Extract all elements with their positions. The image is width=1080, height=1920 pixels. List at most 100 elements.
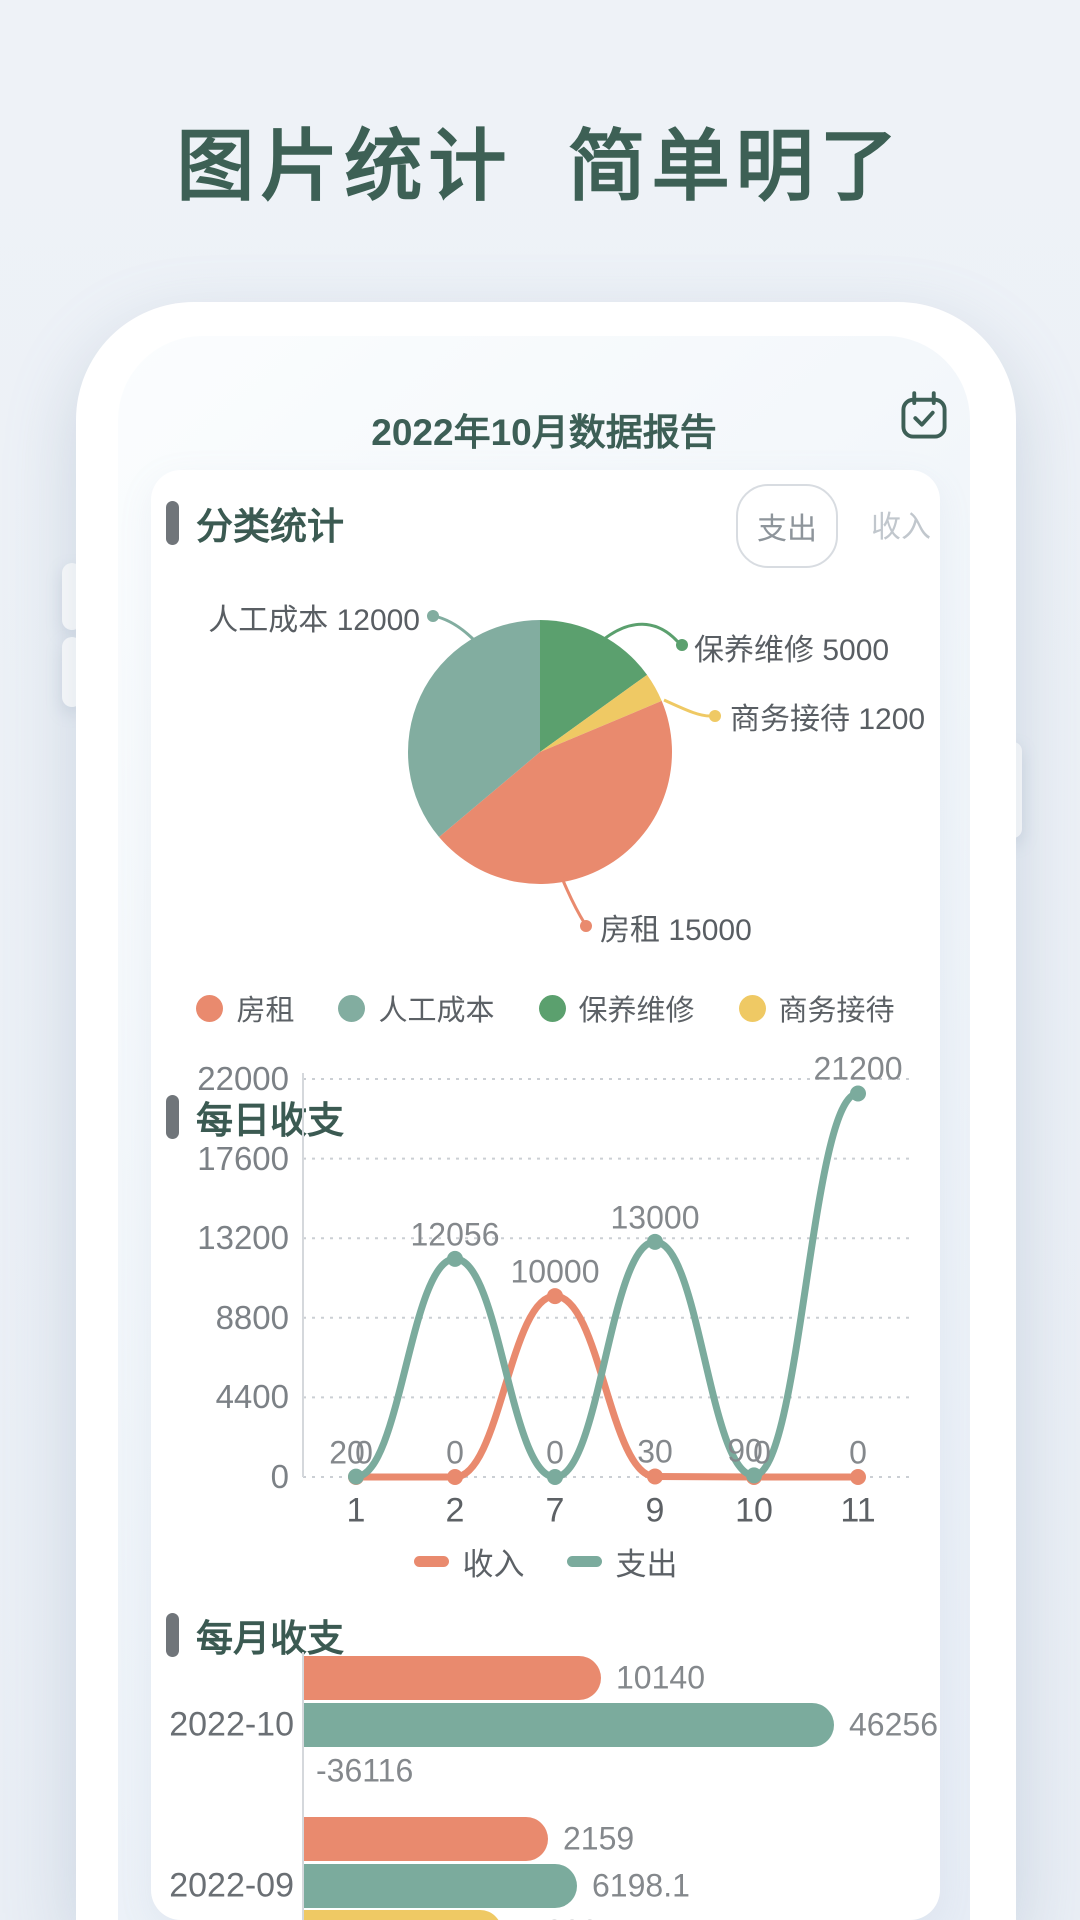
line-series-支出[interactable] — [352, 1089, 862, 1481]
toggle-expense-button[interactable]: 支出 — [736, 484, 838, 568]
pie-leader-line — [663, 698, 711, 718]
x-axis-tick-label: 2 — [445, 1491, 465, 1530]
data-point-dot — [547, 1469, 563, 1485]
y-axis-tick-label: 8800 — [215, 1298, 289, 1336]
pie-leader-line — [560, 877, 587, 925]
pie-leader-line — [437, 615, 476, 642]
pie-leader-dot — [709, 710, 721, 722]
legend-dot-icon — [338, 994, 366, 1022]
data-point-dot — [447, 1250, 463, 1267]
bar-value-label: 46256 — [849, 1706, 938, 1742]
section-header-monthly: 每月收支 — [166, 1608, 344, 1662]
pie-legend: 房租 人工成本 保养维修 商务接待 — [151, 984, 940, 1032]
value-label: 13000 — [610, 1199, 700, 1236]
bar-value-label: -4039.1 — [517, 1914, 626, 1920]
value-label: 21200 — [813, 1050, 903, 1087]
bar-2022-09-支出[interactable] — [304, 1863, 577, 1908]
bar-2022-09-收入[interactable] — [304, 1817, 548, 1861]
value-label: 20 — [329, 1434, 365, 1471]
section-header-category: 分类统计 — [166, 496, 344, 550]
bar-value-label: 10140 — [616, 1659, 705, 1696]
value-label: 0 — [546, 1434, 564, 1471]
legend-label: 人工成本 — [378, 995, 495, 1027]
x-axis-tick-label: 10 — [735, 1491, 773, 1530]
pie-slice-商务接待[interactable] — [540, 674, 662, 752]
legend-label: 商务接待 — [778, 995, 895, 1027]
data-point-dot — [348, 1468, 364, 1485]
legend-dot-icon — [538, 994, 566, 1022]
line-legend-item-收入[interactable]: 收入 — [413, 1539, 525, 1584]
x-axis-tick-label: 9 — [645, 1491, 665, 1530]
bar-2022-10-支出[interactable] — [304, 1702, 834, 1747]
pie-leader-dot — [427, 610, 439, 622]
value-label: 0 — [849, 1434, 867, 1471]
pie-slice-保养维修[interactable] — [540, 620, 648, 752]
y-axis-tick-label: 22000 — [197, 1060, 289, 1097]
toggle-income-button[interactable]: 收入 — [871, 511, 931, 544]
legend-dot-icon — [196, 994, 224, 1022]
value-label: 12056 — [410, 1216, 500, 1253]
legend-dash-icon — [413, 1555, 449, 1567]
pie-label: 保养维修 5000 — [694, 634, 890, 667]
legend-label: 收入 — [462, 1546, 525, 1582]
section-title: 分类统计 — [196, 506, 344, 547]
legend-label: 房租 — [236, 995, 295, 1027]
section-marker — [166, 501, 179, 545]
pie-legend-item-保养维修[interactable]: 保养维修 — [538, 987, 695, 1029]
pie-slice-房租[interactable] — [439, 700, 672, 885]
data-point-dot — [746, 1467, 762, 1484]
bar-category-label: 2022-09 — [169, 1866, 294, 1904]
section-title: 每日收支 — [196, 1100, 344, 1141]
pie-label: 人工成本 12000 — [208, 604, 420, 637]
pie-leader-line — [597, 622, 680, 646]
legend-dot-icon — [738, 994, 766, 1022]
data-point-dot — [850, 1085, 866, 1102]
value-label: 0 — [446, 1434, 464, 1471]
bar-category-label: 2022-10 — [169, 1705, 294, 1743]
y-axis-tick-label: 0 — [270, 1458, 289, 1495]
bar-value-label: -36116 — [316, 1752, 414, 1789]
section-marker — [166, 1095, 179, 1139]
line-series-收入[interactable] — [352, 1292, 862, 1481]
pie-leader-dot — [676, 639, 688, 651]
x-axis-tick-label: 11 — [840, 1491, 876, 1530]
data-point-dot — [547, 1288, 563, 1305]
data-point-dot — [647, 1233, 663, 1250]
legend-label: 保养维修 — [578, 995, 695, 1027]
pie-legend-item-商务接待[interactable]: 商务接待 — [738, 987, 895, 1029]
value-label: 10000 — [510, 1253, 600, 1290]
section-marker — [166, 1613, 179, 1657]
data-point-dot — [647, 1468, 663, 1485]
x-axis-tick-label: 1 — [346, 1491, 366, 1530]
legend-dash-icon — [566, 1555, 602, 1567]
pie-label: 房租 15000 — [600, 914, 752, 947]
pie-legend-item-人工成本[interactable]: 人工成本 — [338, 987, 495, 1029]
data-point-dot — [850, 1469, 866, 1485]
data-point-dot — [447, 1469, 463, 1485]
value-label: 30 — [637, 1433, 673, 1470]
pie-leader-dot — [580, 920, 592, 932]
pie-legend-item-房租[interactable]: 房租 — [196, 987, 294, 1029]
x-axis-tick-label: 7 — [545, 1491, 565, 1530]
bar-value-label: 2159 — [563, 1820, 635, 1857]
pie-slice-人工成本[interactable] — [407, 620, 540, 838]
pie-label: 商务接待 1200 — [730, 703, 926, 736]
line-legend-item-支出[interactable]: 支出 — [566, 1539, 678, 1584]
section-title: 每月收支 — [196, 1618, 344, 1659]
bar-2022-10-收入[interactable] — [304, 1656, 601, 1700]
value-label: 90 — [727, 1432, 763, 1469]
bar-value-label: 6198.1 — [592, 1867, 690, 1903]
y-axis-tick-label: 13200 — [197, 1219, 289, 1257]
y-axis-tick-label: 17600 — [197, 1139, 289, 1177]
value-label: 0 — [753, 1434, 771, 1471]
page-title: 图片统计 简单明了 — [176, 122, 904, 210]
legend-label: 支出 — [615, 1546, 678, 1582]
section-header-daily: 每日收支 — [166, 1090, 344, 1144]
calendar-check-icon[interactable] — [898, 390, 950, 442]
line-legend: 收入 支出 — [151, 1540, 940, 1582]
bar-2022-09[interactable] — [304, 1910, 502, 1920]
y-axis-tick-label: 4400 — [215, 1378, 289, 1416]
value-label: 0 — [355, 1434, 373, 1471]
